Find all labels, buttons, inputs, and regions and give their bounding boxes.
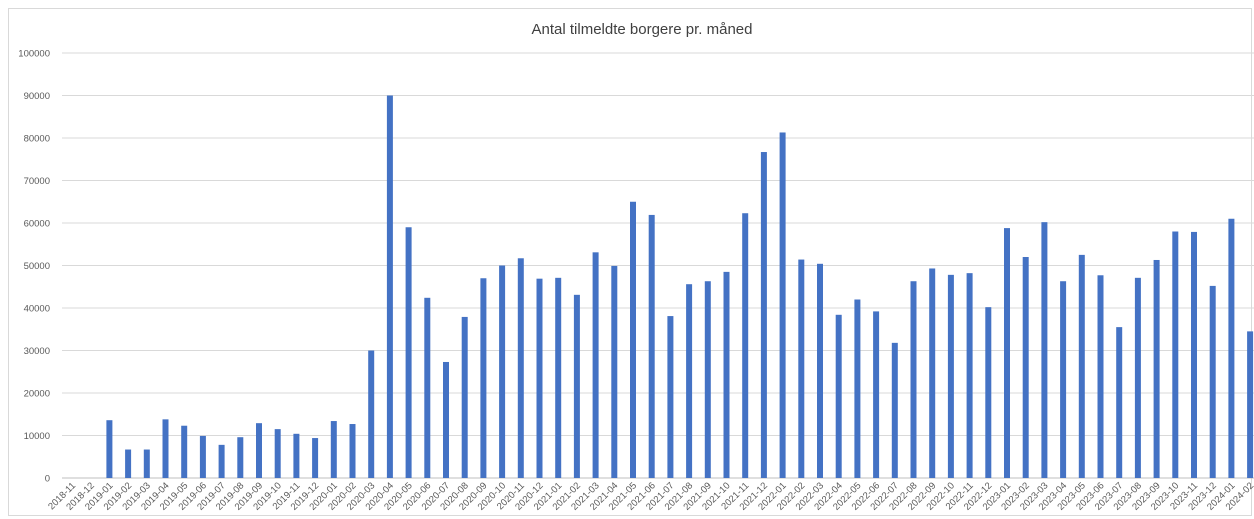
bar-2020-11 [517, 258, 524, 478]
bar-2020-10 [499, 265, 506, 478]
bar-2022-10 [947, 274, 954, 478]
bar-2020-02 [349, 424, 356, 478]
bar-2022-04 [835, 314, 842, 478]
bar-2024-01 [1228, 218, 1235, 478]
bar-2023-11 [1191, 231, 1197, 478]
bar-2020-09 [480, 278, 487, 478]
y-tick-label: 20000 [24, 389, 50, 400]
bar-2023-04 [1060, 281, 1067, 478]
bar-2020-01 [330, 421, 337, 478]
bar-2023-01 [1004, 228, 1010, 478]
bar-2021-05 [630, 201, 636, 478]
y-tick-label: 50000 [24, 261, 50, 272]
bar-2020-12 [536, 278, 543, 478]
bar-2020-03 [368, 350, 375, 478]
bar-2021-09 [704, 281, 711, 478]
bar-2022-09 [929, 268, 936, 478]
bar-2023-10 [1172, 231, 1179, 478]
bar-2023-03 [1041, 222, 1048, 478]
bar-2019-07 [218, 444, 225, 478]
bar-2019-06 [199, 435, 206, 478]
bar-2022-05 [854, 299, 861, 478]
bar-2023-07 [1116, 327, 1123, 478]
bar-2023-12 [1209, 285, 1216, 478]
bar-2019-10 [274, 429, 281, 478]
bar-2023-09 [1153, 259, 1160, 478]
bar-2023-02 [1022, 257, 1029, 478]
bar-2021-03 [592, 252, 599, 478]
bar-2019-05 [181, 425, 188, 478]
bar-2021-02 [573, 294, 580, 478]
bar-2022-06 [873, 311, 880, 478]
bar-2022-12 [985, 307, 992, 478]
bar-2023-05 [1078, 254, 1085, 478]
y-tick-label: 40000 [24, 304, 50, 315]
bar-2022-07 [891, 342, 898, 478]
bar-2021-11 [742, 213, 749, 478]
bar-2020-05 [405, 227, 412, 478]
bar-2022-03 [817, 263, 823, 478]
bar-2022-08 [910, 281, 917, 478]
y-tick-label: 30000 [24, 346, 50, 357]
bar-2021-04 [611, 265, 618, 478]
bar-2021-06 [648, 214, 655, 479]
bar-2022-11 [966, 273, 973, 478]
bar-2021-10 [723, 271, 730, 478]
bar-2021-07 [667, 316, 674, 478]
chart-title: Antal tilmeldte borgere pr. måned [531, 21, 753, 38]
y-tick-label: 100000 [18, 49, 50, 60]
bar-2019-11 [293, 433, 300, 478]
bar-2019-12 [312, 438, 319, 478]
y-tick-label: 60000 [24, 219, 50, 230]
bar-2019-08 [237, 437, 244, 478]
bar-2021-08 [686, 284, 693, 478]
y-tick-label: 70000 [24, 176, 50, 187]
bar-2019-02 [125, 449, 132, 478]
y-tick-label: 10000 [24, 431, 50, 442]
bar-2019-01 [106, 420, 113, 478]
bar-2020-07 [443, 361, 449, 478]
bar-2020-04 [386, 95, 393, 478]
y-tick-label: 90000 [24, 91, 50, 102]
bar-2023-08 [1134, 277, 1141, 478]
bar-2020-08 [461, 316, 468, 478]
y-tick-label: 80000 [24, 134, 50, 145]
bar-2022-02 [798, 259, 805, 478]
bar-2020-06 [424, 297, 431, 478]
bar-2021-12 [760, 152, 767, 478]
y-tick-label: 0 [45, 474, 50, 485]
bar-2019-03 [143, 449, 150, 478]
bar-2021-01 [555, 277, 562, 478]
bar-2023-06 [1097, 275, 1104, 478]
bar-2022-01 [779, 132, 786, 478]
bar-2024-02 [1247, 331, 1254, 478]
bar-2019-04 [162, 419, 169, 478]
bar-2019-09 [256, 423, 262, 478]
